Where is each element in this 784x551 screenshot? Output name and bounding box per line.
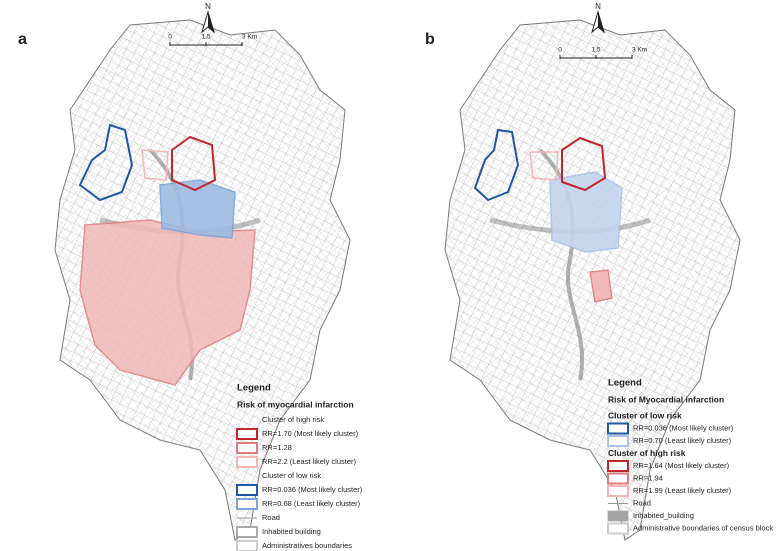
legend-swatch [607, 435, 629, 447]
scale-label: 0 [168, 34, 172, 41]
legend-swatch [236, 442, 258, 454]
scale-label: 1,5 [201, 34, 210, 41]
legend-swatch [236, 540, 258, 551]
legend-label: RR=2.2 (Least likely cluster) [262, 457, 356, 466]
legend-label: Road [262, 513, 280, 522]
legend-label: RR=0.68 (Least likely cluster) [262, 499, 361, 508]
legend-label: RR=0.70 (Least likely cluster) [633, 436, 732, 445]
legend-label: RR=1.28 [262, 443, 292, 452]
north-label: N [595, 2, 601, 11]
scale-label: 3 Km [632, 47, 647, 54]
panel-label: b [425, 31, 435, 48]
legend-swatch [236, 484, 258, 496]
panel-label: a [18, 31, 27, 48]
legend-heading: Cluster of high risk [262, 415, 324, 424]
legend-label: RR=0.036 (Most likely cluster) [262, 485, 363, 494]
legend-swatch [236, 526, 258, 538]
scale-label: 0 [558, 47, 562, 54]
legend-heading: Cluster of low risk [262, 471, 321, 480]
legend-swatch [607, 460, 629, 472]
map-a [55, 20, 350, 540]
map-b [445, 20, 740, 540]
legend-swatch [607, 485, 629, 497]
legend-label: RR=0.036 (Most likely cluster) [633, 423, 734, 432]
legend-swatch [607, 472, 629, 485]
north-label: N [205, 2, 211, 11]
north-arrow-half [598, 12, 604, 32]
legend-swatch [607, 422, 629, 435]
legend-swatch [236, 498, 258, 510]
scale-label: 1,5 [591, 47, 600, 54]
north-arrow-half [208, 12, 214, 32]
legend-heading: Cluster of high risk [608, 448, 686, 458]
legend-label: Inhabited_building [633, 511, 694, 520]
legend-label: RR=1.64 (Most likely cluster) [633, 461, 730, 470]
legend-label: Road [633, 498, 651, 507]
legend-swatch [236, 456, 258, 468]
legend-label: RR=1.94 [633, 473, 663, 482]
legend-label: Inhabited building [262, 527, 321, 536]
legend-title: Legend [608, 378, 642, 389]
scale-bar [169, 42, 243, 46]
legend-subtitle: Risk of Myocardial infarction [608, 394, 724, 404]
legend-swatch [236, 428, 258, 440]
legend-subtitle: Risk of myocardial infarction [237, 399, 354, 409]
scale-bar [559, 55, 633, 59]
legend-heading: Cluster of low risk [608, 410, 682, 420]
legend-title: Legend [237, 383, 271, 394]
legend-label: Administrative boundaries of census bloc… [633, 523, 773, 532]
legend-label: RR=1.99 (Least likely cluster) [633, 486, 732, 495]
legend-label: RR=1.70 (Most likely cluster) [262, 429, 359, 438]
legend-swatch [607, 510, 629, 522]
legend-label: Administratives boundaries [262, 541, 352, 550]
legend-swatch [607, 522, 629, 535]
scale-label: 3 Km [242, 34, 257, 41]
